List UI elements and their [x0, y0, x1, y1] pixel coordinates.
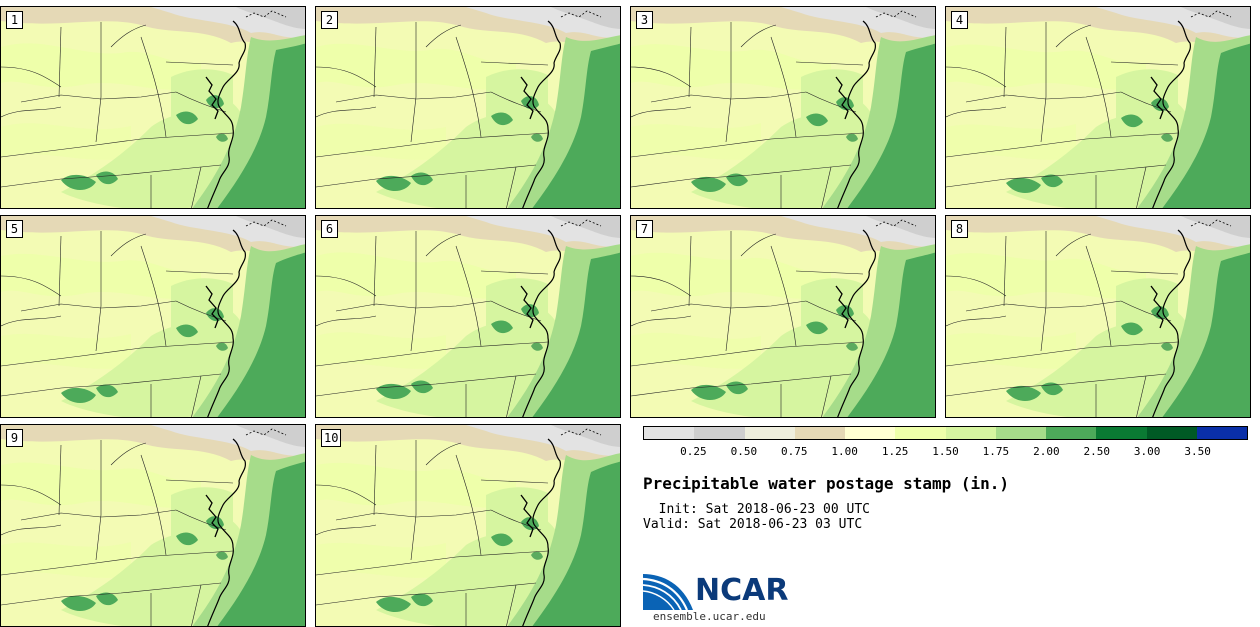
- map-panel: 10: [315, 424, 621, 627]
- map-panel: 8: [945, 215, 1251, 418]
- valid-time: Valid: Sat 2018-06-23 03 UTC: [643, 517, 863, 532]
- map-panel: 7: [630, 215, 936, 418]
- panel-number: 8: [951, 220, 968, 238]
- panel-number: 3: [636, 11, 653, 29]
- colorbar-swatch: [1146, 427, 1197, 439]
- panel-number: 7: [636, 220, 653, 238]
- map-panel: 5: [0, 215, 306, 418]
- map-panel: 2: [315, 6, 621, 209]
- panel-number: 1: [6, 11, 23, 29]
- colorbar: [643, 426, 1248, 440]
- panel-number: 10: [321, 429, 342, 447]
- panel-number: 2: [321, 11, 338, 29]
- colorbar-tick-label: 3.00: [1133, 445, 1161, 458]
- panel-number: 4: [951, 11, 968, 29]
- colorbar-tick-label: 0.50: [730, 445, 758, 458]
- ncar-logo: NCAR ensemble.ucar.edu: [642, 570, 803, 626]
- colorbar-tick-label: 0.75: [781, 445, 808, 458]
- colorbar-swatch: [1196, 427, 1247, 439]
- ncar-logo-icon: [642, 574, 693, 611]
- map-panel: 9: [0, 424, 306, 627]
- map-panel: 1: [0, 6, 306, 209]
- colorbar-ticks: 0.25 0.50 0.75 1.00 1.25 1.50 1.75 2.00 2.50 3.00…: [643, 445, 1248, 459]
- colorbar-tick-label: 1.00: [831, 445, 858, 458]
- colorbar-swatch: [1096, 427, 1147, 439]
- colorbar-swatch: [794, 427, 845, 439]
- colorbar-swatch: [644, 427, 695, 439]
- colorbar-tick-label: 0.25: [680, 445, 707, 458]
- panel-number: 9: [6, 429, 23, 447]
- colorbar-tick-label: 3.50: [1184, 445, 1211, 458]
- colorbar-swatch: [995, 427, 1046, 439]
- colorbar-swatch: [744, 427, 795, 439]
- panel-number: 5: [6, 220, 23, 238]
- map-panel: 4: [945, 6, 1251, 209]
- logo-url: ensemble.ucar.edu: [653, 610, 766, 623]
- colorbar-tick-label: 2.50: [1083, 445, 1111, 458]
- colorbar-tick-label: 1.75: [982, 445, 1010, 458]
- map-panel: 6: [315, 215, 621, 418]
- figure-title: Precipitable water postage stamp (in.): [643, 474, 1010, 493]
- init-time: Init: Sat 2018-06-23 00 UTC: [658, 502, 870, 517]
- time-info: Init: Sat 2018-06-23 00 UTC Valid: Sat 2…: [643, 502, 870, 532]
- colorbar-swatch: [945, 427, 996, 439]
- panel-number: 6: [321, 220, 338, 238]
- map-panel: 3: [630, 6, 936, 209]
- colorbar-tick-label: 2.00: [1033, 445, 1060, 458]
- colorbar-swatch: [694, 427, 745, 439]
- colorbar-swatch: [895, 427, 946, 439]
- colorbar-swatch: [1046, 427, 1097, 439]
- colorbar-swatch: [845, 427, 896, 439]
- colorbar-tick-label: 1.25: [881, 445, 909, 458]
- colorbar-tick-label: 1.50: [932, 445, 959, 458]
- ncar-wordmark: NCAR: [695, 573, 789, 608]
